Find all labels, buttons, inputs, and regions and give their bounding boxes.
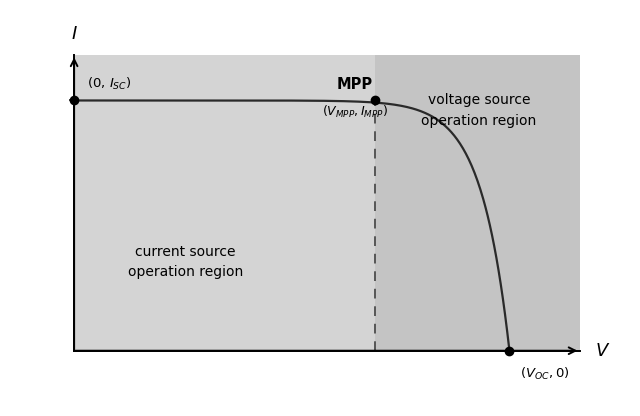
Bar [375, 54, 580, 351]
Text: MPP: MPP [337, 77, 373, 92]
Text: $I$: $I$ [70, 25, 77, 43]
Text: current source
operation region: current source operation region [128, 245, 243, 279]
Text: voltage source
operation region: voltage source operation region [422, 93, 537, 128]
Bar [74, 54, 375, 351]
Text: $(V_{MPP}, I_{MPP})$: $(V_{MPP}, I_{MPP})$ [322, 104, 388, 119]
Text: (0, $I_{SC}$): (0, $I_{SC}$) [87, 75, 131, 92]
Text: $(V_{OC}, 0)$: $(V_{OC}, 0)$ [520, 366, 569, 381]
Text: $V$: $V$ [595, 342, 611, 360]
